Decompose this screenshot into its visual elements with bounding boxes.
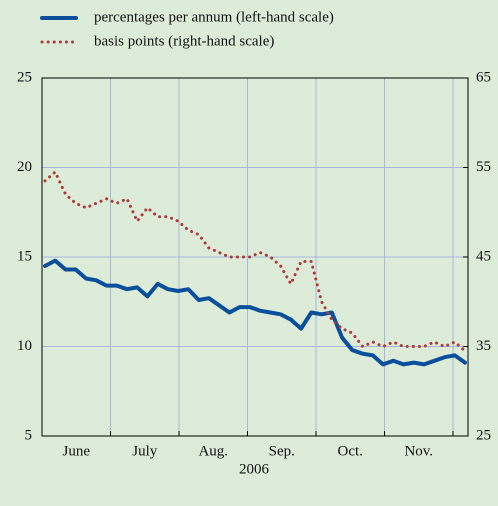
y2-tick-label: 65	[476, 69, 491, 85]
y-tick-label: 5	[25, 427, 33, 443]
x-tick-label: Nov.	[404, 443, 433, 459]
y-tick-label: 25	[17, 69, 32, 85]
y-tick-label: 15	[17, 248, 32, 264]
x-tick-label: Aug.	[198, 443, 228, 459]
y-tick-label: 10	[17, 338, 32, 354]
y2-tick-label: 25	[476, 427, 491, 443]
x-tick-label: Sep.	[269, 443, 295, 459]
y2-tick-label: 55	[476, 159, 491, 175]
y2-tick-label: 45	[476, 248, 491, 264]
x-tick-label: July	[132, 443, 158, 459]
plot-frame	[41, 77, 469, 437]
y2-tick-label: 35	[476, 338, 491, 354]
x-tick-label: June	[63, 443, 91, 459]
y-tick-label: 20	[17, 159, 32, 175]
legend-label: basis points (right-hand scale)	[94, 33, 274, 49]
series-line	[43, 258, 467, 367]
x-tick-label: Oct.	[338, 443, 363, 459]
x-axis-label: 2006	[239, 461, 270, 477]
series-line	[43, 170, 467, 353]
legend-label: percentages per annum (left-hand scale)	[94, 9, 334, 25]
